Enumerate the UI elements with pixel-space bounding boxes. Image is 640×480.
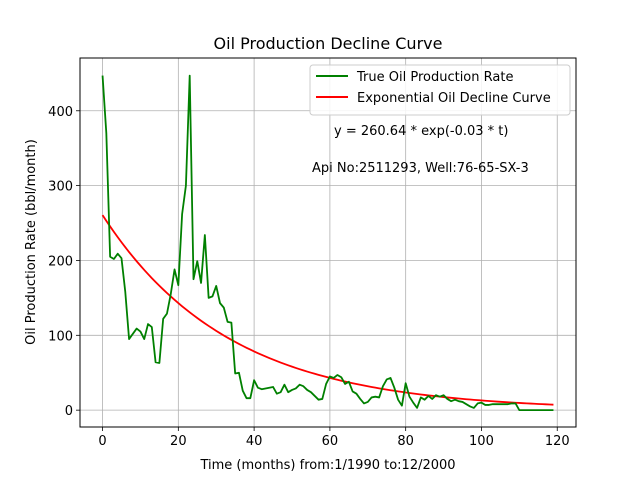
chart-title: Oil Production Decline Curve bbox=[214, 34, 443, 53]
x-tick-label: 60 bbox=[322, 434, 339, 449]
y-axis-label: Oil Production Rate (bbl/month) bbox=[24, 139, 39, 345]
plot-frame bbox=[79, 57, 577, 428]
series-layer bbox=[101, 74, 554, 412]
x-tick-label: 120 bbox=[545, 434, 570, 449]
axis-ticks: 0 20 40 60 80 100 120 0 100 200 300 400 bbox=[48, 105, 569, 449]
legend-box bbox=[309, 64, 571, 116]
y-tick-label: 0 bbox=[65, 404, 73, 419]
exponential-decline-line bbox=[101, 214, 554, 406]
x-tick-label: 80 bbox=[397, 434, 414, 449]
x-tick-label: 40 bbox=[246, 434, 263, 449]
x-tick-label: 100 bbox=[469, 434, 494, 449]
legend: True Oil Production Rate Exponential Oil… bbox=[309, 64, 571, 116]
legend-label-true-production: True Oil Production Rate bbox=[356, 70, 513, 85]
true-production-line bbox=[101, 74, 554, 412]
y-tick-label: 100 bbox=[48, 329, 73, 344]
grid bbox=[80, 58, 576, 427]
legend-label-exponential-decline: Exponential Oil Decline Curve bbox=[357, 91, 551, 106]
decline-equation-annotation: y = 260.64 * exp(-0.03 * t) bbox=[334, 124, 508, 139]
y-tick-label: 200 bbox=[48, 254, 73, 269]
x-tick-label: 0 bbox=[98, 434, 106, 449]
x-tick-label: 20 bbox=[170, 434, 187, 449]
y-tick-label: 300 bbox=[48, 180, 73, 195]
y-tick-label: 400 bbox=[48, 105, 73, 120]
well-info-annotation: Api No:2511293, Well:76-65-SX-3 bbox=[312, 161, 529, 176]
x-axis-label: Time (months) from:1/1990 to:12/2000 bbox=[199, 458, 455, 473]
